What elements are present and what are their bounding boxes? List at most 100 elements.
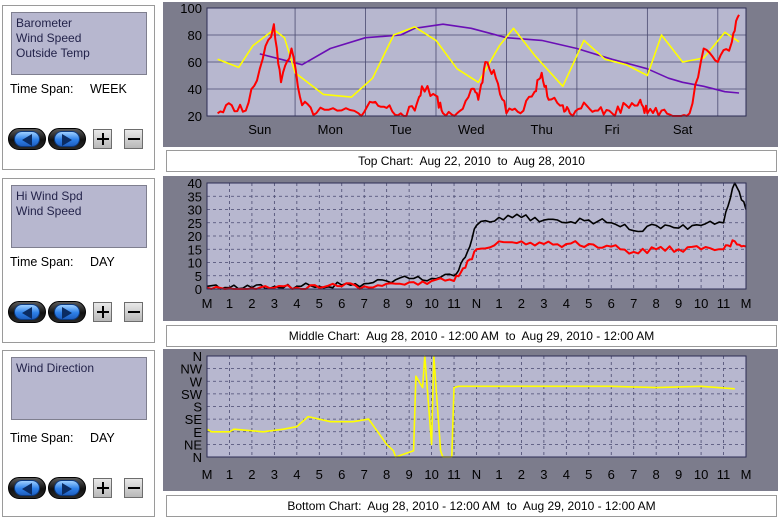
- zoom-in-button[interactable]: [93, 129, 112, 149]
- time-span-label: Time Span:: [10, 82, 74, 96]
- x-tick-label: 1: [495, 467, 502, 482]
- x-tick-label: 3: [271, 296, 278, 311]
- series-item: Wind Speed: [16, 204, 82, 218]
- plot-background: [207, 183, 746, 289]
- x-tick-label: 3: [540, 467, 547, 482]
- y-tick-label: 5: [195, 269, 202, 284]
- x-tick-label: 5: [316, 467, 323, 482]
- x-tick-label: 4: [293, 296, 300, 311]
- y-tick-label: NE: [184, 437, 202, 452]
- x-tick-label: Fri: [605, 122, 620, 137]
- top-chart[interactable]: 20 40 60 80 100 Sun Mon Tue Wed Thu Fri Sat: [163, 2, 778, 147]
- left-arrow-icon: [22, 134, 32, 146]
- next-button[interactable]: [48, 477, 86, 499]
- x-tick-label: 7: [630, 296, 637, 311]
- y-tick-label: 35: [188, 189, 202, 204]
- x-tick-label: 2: [248, 467, 255, 482]
- middle-chart[interactable]: 0 5 10 15 20 25 30 35 40 M 1 2 3 4 5 6 7 8 9 10 11 N 1 2 3 4 5 6 7 8 9…: [163, 176, 778, 321]
- series-line-wind-speed: [217, 14, 740, 117]
- x-tick-label: Thu: [530, 122, 552, 137]
- x-tick-label: 8: [383, 467, 390, 482]
- y-tick-label: 20: [188, 229, 202, 244]
- middle-nav-buttons: [6, 299, 154, 325]
- plot-border: [206, 7, 747, 117]
- x-tick-label: 9: [406, 467, 413, 482]
- series-item: Barometer: [16, 16, 73, 30]
- top-nav-buttons: [6, 126, 154, 152]
- time-span-row: Time Span: DAY: [10, 255, 115, 269]
- x-tick-label: 10: [694, 467, 708, 482]
- series-item: Wind Speed: [16, 31, 82, 45]
- y-tick-label: N: [193, 450, 202, 465]
- y-tick-label: 20: [188, 109, 202, 124]
- time-span-label: Time Span:: [10, 431, 74, 445]
- x-tick-label: 4: [293, 467, 300, 482]
- x-tick-label: 6: [338, 467, 345, 482]
- time-span-value[interactable]: WEEK: [90, 82, 127, 96]
- x-tick-label: 11: [717, 467, 731, 482]
- x-tick-label: 10: [424, 296, 438, 311]
- x-tick-label: 7: [630, 467, 637, 482]
- top-series-list[interactable]: Barometer Wind Speed Outside Temp: [11, 12, 147, 75]
- right-arrow-icon: [62, 307, 72, 319]
- prev-button[interactable]: [8, 301, 46, 323]
- y-tick-label: 10: [188, 256, 202, 271]
- y-tick-label: S: [193, 400, 202, 415]
- x-tick-label: N: [472, 467, 481, 482]
- zoom-out-button[interactable]: [124, 302, 143, 322]
- x-tick-label: 8: [653, 296, 660, 311]
- zoom-out-button[interactable]: [124, 478, 143, 498]
- next-button[interactable]: [48, 128, 86, 150]
- plot-border: [206, 182, 747, 290]
- zoom-in-button[interactable]: [93, 478, 112, 498]
- x-tick-label: 8: [383, 296, 390, 311]
- x-tick-label: Wed: [458, 122, 485, 137]
- x-tick-label: Sun: [248, 122, 271, 137]
- y-tick-label: 40: [188, 82, 202, 97]
- next-button[interactable]: [48, 301, 86, 323]
- x-tick-label: 11: [717, 296, 731, 311]
- x-tick-label: 10: [694, 296, 708, 311]
- x-tick-label: 11: [447, 296, 461, 311]
- minus-icon: [128, 138, 140, 140]
- x-tick-label: 4: [563, 296, 570, 311]
- y-tick-label: 100: [180, 2, 202, 16]
- x-tick-label: 2: [248, 296, 255, 311]
- zoom-in-button[interactable]: [93, 302, 112, 322]
- time-span-value[interactable]: DAY: [90, 255, 115, 269]
- x-tick-label: 1: [226, 467, 233, 482]
- middle-series-list[interactable]: Hi Wind Spd Wind Speed: [11, 185, 147, 248]
- y-tick-label: N: [193, 349, 202, 364]
- x-tick-label: 8: [653, 467, 660, 482]
- left-arrow-icon: [22, 307, 32, 319]
- x-tick-label: 5: [585, 467, 592, 482]
- bottom-series-list[interactable]: Wind Direction: [11, 357, 147, 420]
- time-span-row: Time Span: WEEK: [10, 82, 127, 96]
- time-span-label: Time Span:: [10, 255, 74, 269]
- y-tick-label: 15: [188, 242, 202, 257]
- y-tick-label: 40: [188, 176, 202, 191]
- bottom-chart[interactable]: N NE E SE S SW W NW N M 1 2 3 4 5 6 7 8 9 10 11 N 1 2 3 4 5 6 7 8 9 10 1…: [163, 349, 778, 491]
- plus-icon: [97, 133, 109, 145]
- x-tick-label: 2: [518, 296, 525, 311]
- bottom-nav-buttons: [6, 475, 154, 501]
- top-chart-caption: Top Chart: Aug 22, 2010 to Aug 28, 2010: [166, 150, 777, 172]
- prev-button[interactable]: [8, 477, 46, 499]
- zoom-out-button[interactable]: [124, 129, 143, 149]
- time-span-value[interactable]: DAY: [90, 431, 115, 445]
- x-tick-label: Mon: [318, 122, 343, 137]
- right-arrow-icon: [62, 483, 72, 495]
- y-tick-label: 0: [195, 282, 202, 297]
- series-item: Wind Direction: [16, 361, 95, 375]
- prev-button[interactable]: [8, 128, 46, 150]
- series-item: Outside Temp: [16, 46, 90, 60]
- middle-chart-control-panel: Hi Wind Spd Wind Speed Time Span: DAY: [2, 178, 155, 343]
- y-tick-label: E: [193, 425, 202, 440]
- y-tick-label: SE: [185, 412, 203, 427]
- x-tick-label: 11: [447, 467, 461, 482]
- x-tick-label: 1: [495, 296, 502, 311]
- x-tick-label: 6: [608, 296, 615, 311]
- minus-icon: [128, 311, 140, 313]
